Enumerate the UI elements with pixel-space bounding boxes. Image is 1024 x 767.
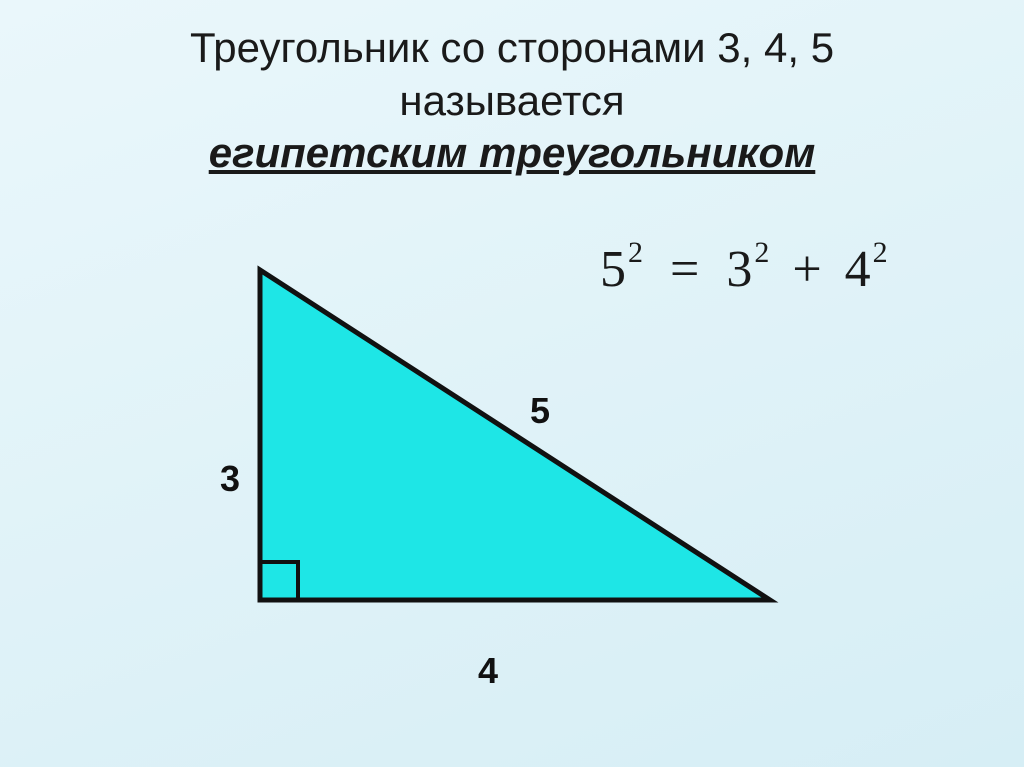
triangle-diagram: 3 4 5 — [190, 250, 830, 690]
triangle-svg — [190, 250, 830, 690]
formula-c-exp: 2 — [873, 236, 888, 269]
title-block: Треугольник со сторонами 3, 4, 5 называе… — [0, 0, 1024, 180]
title-line-3: египетским треугольником — [0, 127, 1024, 180]
title-line-1: Треугольник со сторонами 3, 4, 5 — [0, 22, 1024, 75]
title-line-2: называется — [0, 75, 1024, 128]
formula-c-base: 4 — [845, 240, 871, 299]
side-label-4: 4 — [478, 650, 498, 692]
side-label-5: 5 — [530, 390, 550, 432]
side-label-3: 3 — [220, 458, 240, 500]
